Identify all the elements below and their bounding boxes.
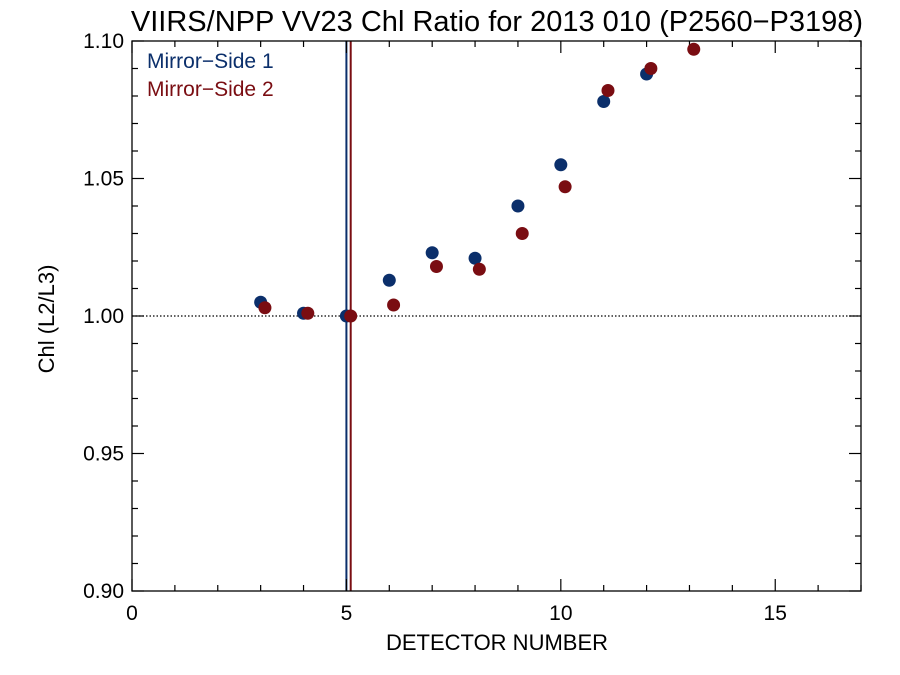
- y-axis-label: Chl (L2/L3): [34, 265, 59, 374]
- series-2-point: [258, 301, 272, 315]
- chart-title: VIIRS/NPP VV23 Chl Ratio for 2013 010 (P…: [131, 6, 863, 38]
- legend: Mirror−Side 1 Mirror−Side 2: [147, 50, 274, 101]
- plot-frame: [131, 40, 862, 592]
- series-1-point: [382, 273, 396, 287]
- series-2-point: [515, 227, 529, 240]
- x-tick-label: 0: [126, 602, 138, 625]
- series-2-point: [429, 260, 443, 273]
- series-1-point: [468, 251, 482, 265]
- x-tick-label: 10: [549, 602, 572, 625]
- series-1-point: [597, 95, 611, 108]
- series-2-point: [344, 309, 358, 323]
- y-tick-label: 0.90: [83, 580, 124, 603]
- y-tick-label: 1.05: [83, 168, 124, 191]
- series-1-point: [554, 158, 568, 172]
- series-1-point: [511, 199, 525, 213]
- x-tick-label: 5: [341, 602, 353, 625]
- series-2-point: [687, 42, 701, 56]
- series-2-point: [558, 180, 572, 194]
- data-points: [254, 42, 701, 323]
- series-2-point: [601, 84, 615, 97]
- series-2-point: [301, 306, 315, 320]
- legend-entry-2: Mirror−Side 2: [147, 78, 274, 101]
- legend-entry-1: Mirror−Side 1: [147, 50, 274, 73]
- axis-ticks: 0 5 10 15 0.90 0.95 1.00 1.05 1.10: [83, 30, 862, 625]
- series-1-point: [425, 246, 439, 260]
- series-2-point: [472, 262, 486, 276]
- x-tick-label: 15: [764, 602, 787, 625]
- x-axis-label: DETECTOR NUMBER: [386, 630, 608, 655]
- series-2-point: [387, 298, 401, 312]
- y-tick-label: 1.10: [83, 30, 124, 53]
- reference-lines: [132, 41, 861, 591]
- y-tick-label: 1.00: [83, 305, 124, 328]
- y-tick-label: 0.95: [83, 443, 124, 466]
- series-2-point: [644, 62, 658, 75]
